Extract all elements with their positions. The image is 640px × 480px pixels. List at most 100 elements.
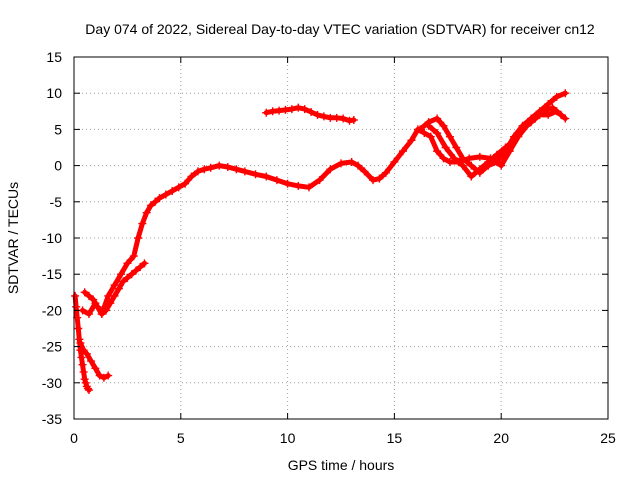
data-point <box>187 172 196 181</box>
data-point <box>215 161 224 170</box>
data-point <box>426 132 435 141</box>
data-point <box>193 167 202 176</box>
data-point <box>146 201 155 210</box>
data-point <box>174 183 183 192</box>
data-point <box>450 154 459 163</box>
data-point <box>110 281 119 290</box>
y-tick-label: 10 <box>46 85 62 101</box>
data-point <box>561 114 570 123</box>
data-point <box>294 103 303 112</box>
data-point <box>275 106 284 115</box>
data-point <box>332 113 341 122</box>
data-point <box>552 107 561 116</box>
data-point <box>262 108 271 117</box>
data-point <box>381 168 390 177</box>
data-point <box>475 165 484 174</box>
chart-title: Day 074 of 2022, Sidereal Day-to-day VTE… <box>85 21 595 37</box>
data-point <box>119 277 128 286</box>
data-point <box>313 110 322 119</box>
data-point <box>441 143 450 152</box>
y-tick-label: -25 <box>42 339 62 355</box>
data-point <box>82 349 91 358</box>
data-point <box>140 259 149 268</box>
data-point <box>326 165 335 174</box>
data-point <box>339 114 348 123</box>
data-point <box>319 112 328 121</box>
data-point <box>240 167 249 176</box>
data-point <box>134 234 143 242</box>
data-point <box>99 373 108 382</box>
data-point <box>138 219 147 228</box>
data-point <box>283 179 292 188</box>
data-point <box>467 172 476 181</box>
data-point <box>544 110 553 119</box>
data-point <box>433 147 442 156</box>
y-tick-label: -10 <box>42 230 62 246</box>
series-early-hook <box>76 338 113 382</box>
data-point <box>527 118 536 127</box>
data-point <box>484 157 493 166</box>
data-point <box>475 152 484 161</box>
data-point <box>71 291 80 300</box>
series-arc-10h <box>262 103 358 125</box>
data-point <box>439 121 448 130</box>
data-point <box>467 161 476 170</box>
data-point <box>347 157 356 166</box>
data-point <box>360 167 369 176</box>
data-point <box>102 306 111 315</box>
data-point <box>287 105 296 114</box>
data-point <box>87 357 96 366</box>
y-tick-label: -5 <box>50 194 63 210</box>
series-early-loop <box>80 259 149 319</box>
data-point <box>223 163 232 172</box>
data-point <box>136 262 145 271</box>
data-point <box>77 353 86 362</box>
data-point <box>354 161 363 170</box>
data-point <box>91 364 100 373</box>
data-point <box>369 176 378 185</box>
data-point <box>315 176 324 185</box>
data-point <box>80 288 89 297</box>
data-point <box>300 105 309 114</box>
data-point <box>73 313 82 322</box>
x-tick-label: 20 <box>493 430 509 446</box>
y-tick-label: 0 <box>54 158 62 174</box>
x-tick-label: 25 <box>600 430 616 446</box>
data-point <box>161 190 170 199</box>
x-tick-label: 15 <box>387 430 403 446</box>
data-point <box>548 103 557 112</box>
x-tick-label: 5 <box>177 430 185 446</box>
data-point <box>458 161 467 170</box>
data-point <box>497 161 506 170</box>
data-point <box>337 159 345 168</box>
data-point <box>375 174 384 183</box>
data-point <box>155 194 164 203</box>
data-point <box>251 170 260 179</box>
y-tick-label: -15 <box>42 266 62 282</box>
data-point <box>84 291 93 300</box>
x-tick-label: 0 <box>70 430 78 446</box>
data-point <box>492 157 501 166</box>
data-point <box>518 125 527 134</box>
data-point <box>104 371 113 380</box>
y-tick-label: -20 <box>42 302 62 318</box>
data-point <box>95 371 104 380</box>
data-point <box>445 157 454 166</box>
data-point <box>93 302 102 311</box>
data-point <box>200 165 209 174</box>
data-point <box>181 179 190 188</box>
data-point <box>349 115 358 124</box>
data-point <box>552 92 561 101</box>
y-tick-label: 5 <box>54 121 62 137</box>
data-point <box>168 186 177 195</box>
data-series <box>71 89 570 395</box>
data-point <box>561 89 570 98</box>
data-point <box>501 143 510 152</box>
data-point <box>106 299 115 308</box>
data-point <box>79 367 88 376</box>
data-point <box>151 197 160 206</box>
data-point <box>544 100 553 109</box>
data-point <box>398 147 407 156</box>
